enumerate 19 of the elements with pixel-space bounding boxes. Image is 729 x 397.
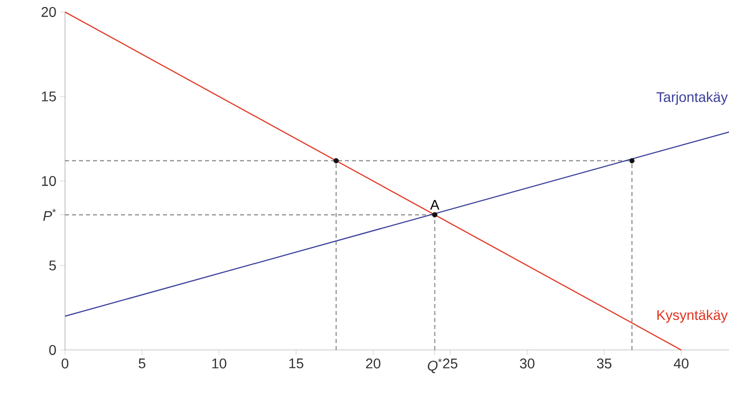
- y-tick-label: 20: [42, 7, 56, 17]
- x-tick-label: 25: [443, 358, 458, 368]
- x-tick-label: 30: [520, 358, 534, 368]
- x-tick-label: 15: [289, 358, 304, 368]
- y-tick-label: 0: [49, 345, 56, 355]
- annotation: A: [430, 200, 440, 210]
- x-tick-label: 35: [596, 358, 612, 368]
- series-label: Tarjontakäy: [656, 92, 728, 105]
- series-label: Kysyntäkäy: [657, 310, 728, 323]
- x-tick-label: 0: [62, 358, 68, 368]
- x-tick-label: Q$^{*}$: [428, 358, 442, 374]
- y-tick-label: 5: [49, 260, 56, 270]
- x-tick-label: 40: [674, 358, 688, 368]
- x-tick-label: 10: [212, 358, 226, 368]
- y-tick-label: P$^{*}$: [43, 208, 56, 221]
- y-tick-label: 10: [42, 176, 56, 186]
- x-tick-label: 20: [366, 358, 380, 368]
- x-tick-label: 5: [138, 358, 146, 368]
- y-tick-label: 15: [42, 92, 56, 102]
